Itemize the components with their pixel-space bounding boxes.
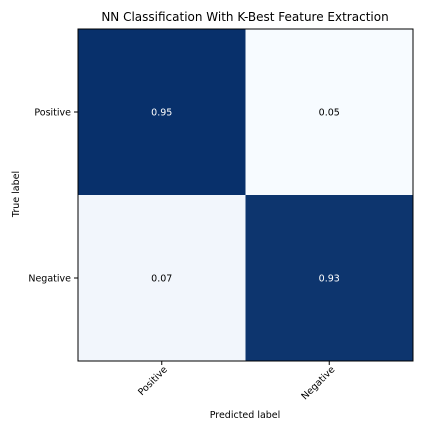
- y-tick-label: Positive: [34, 108, 71, 119]
- heatmap-cell: [78, 195, 246, 361]
- y-tick-label: Negative: [28, 274, 71, 285]
- x-axis-label: Predicted label: [210, 410, 281, 421]
- heatmap-cell: [245, 195, 413, 361]
- heatmap-cells: 0.95 0.05 0.07 0.93: [78, 29, 413, 361]
- heatmap-cell: [245, 29, 413, 195]
- x-tick-label: Positive: [136, 364, 170, 398]
- heatmap-cell: [78, 29, 246, 195]
- cell-value-label: 0.95: [151, 108, 172, 119]
- chart-title: NN Classification With K-Best Feature Ex…: [101, 10, 388, 24]
- y-axis-label: True label: [11, 171, 22, 218]
- cell-value-label: 0.05: [319, 108, 340, 119]
- x-tick-label: Negative: [299, 364, 337, 402]
- cell-value-label: 0.07: [151, 274, 172, 285]
- cell-value-label: 0.93: [319, 274, 340, 285]
- plot-frame: [77, 28, 414, 362]
